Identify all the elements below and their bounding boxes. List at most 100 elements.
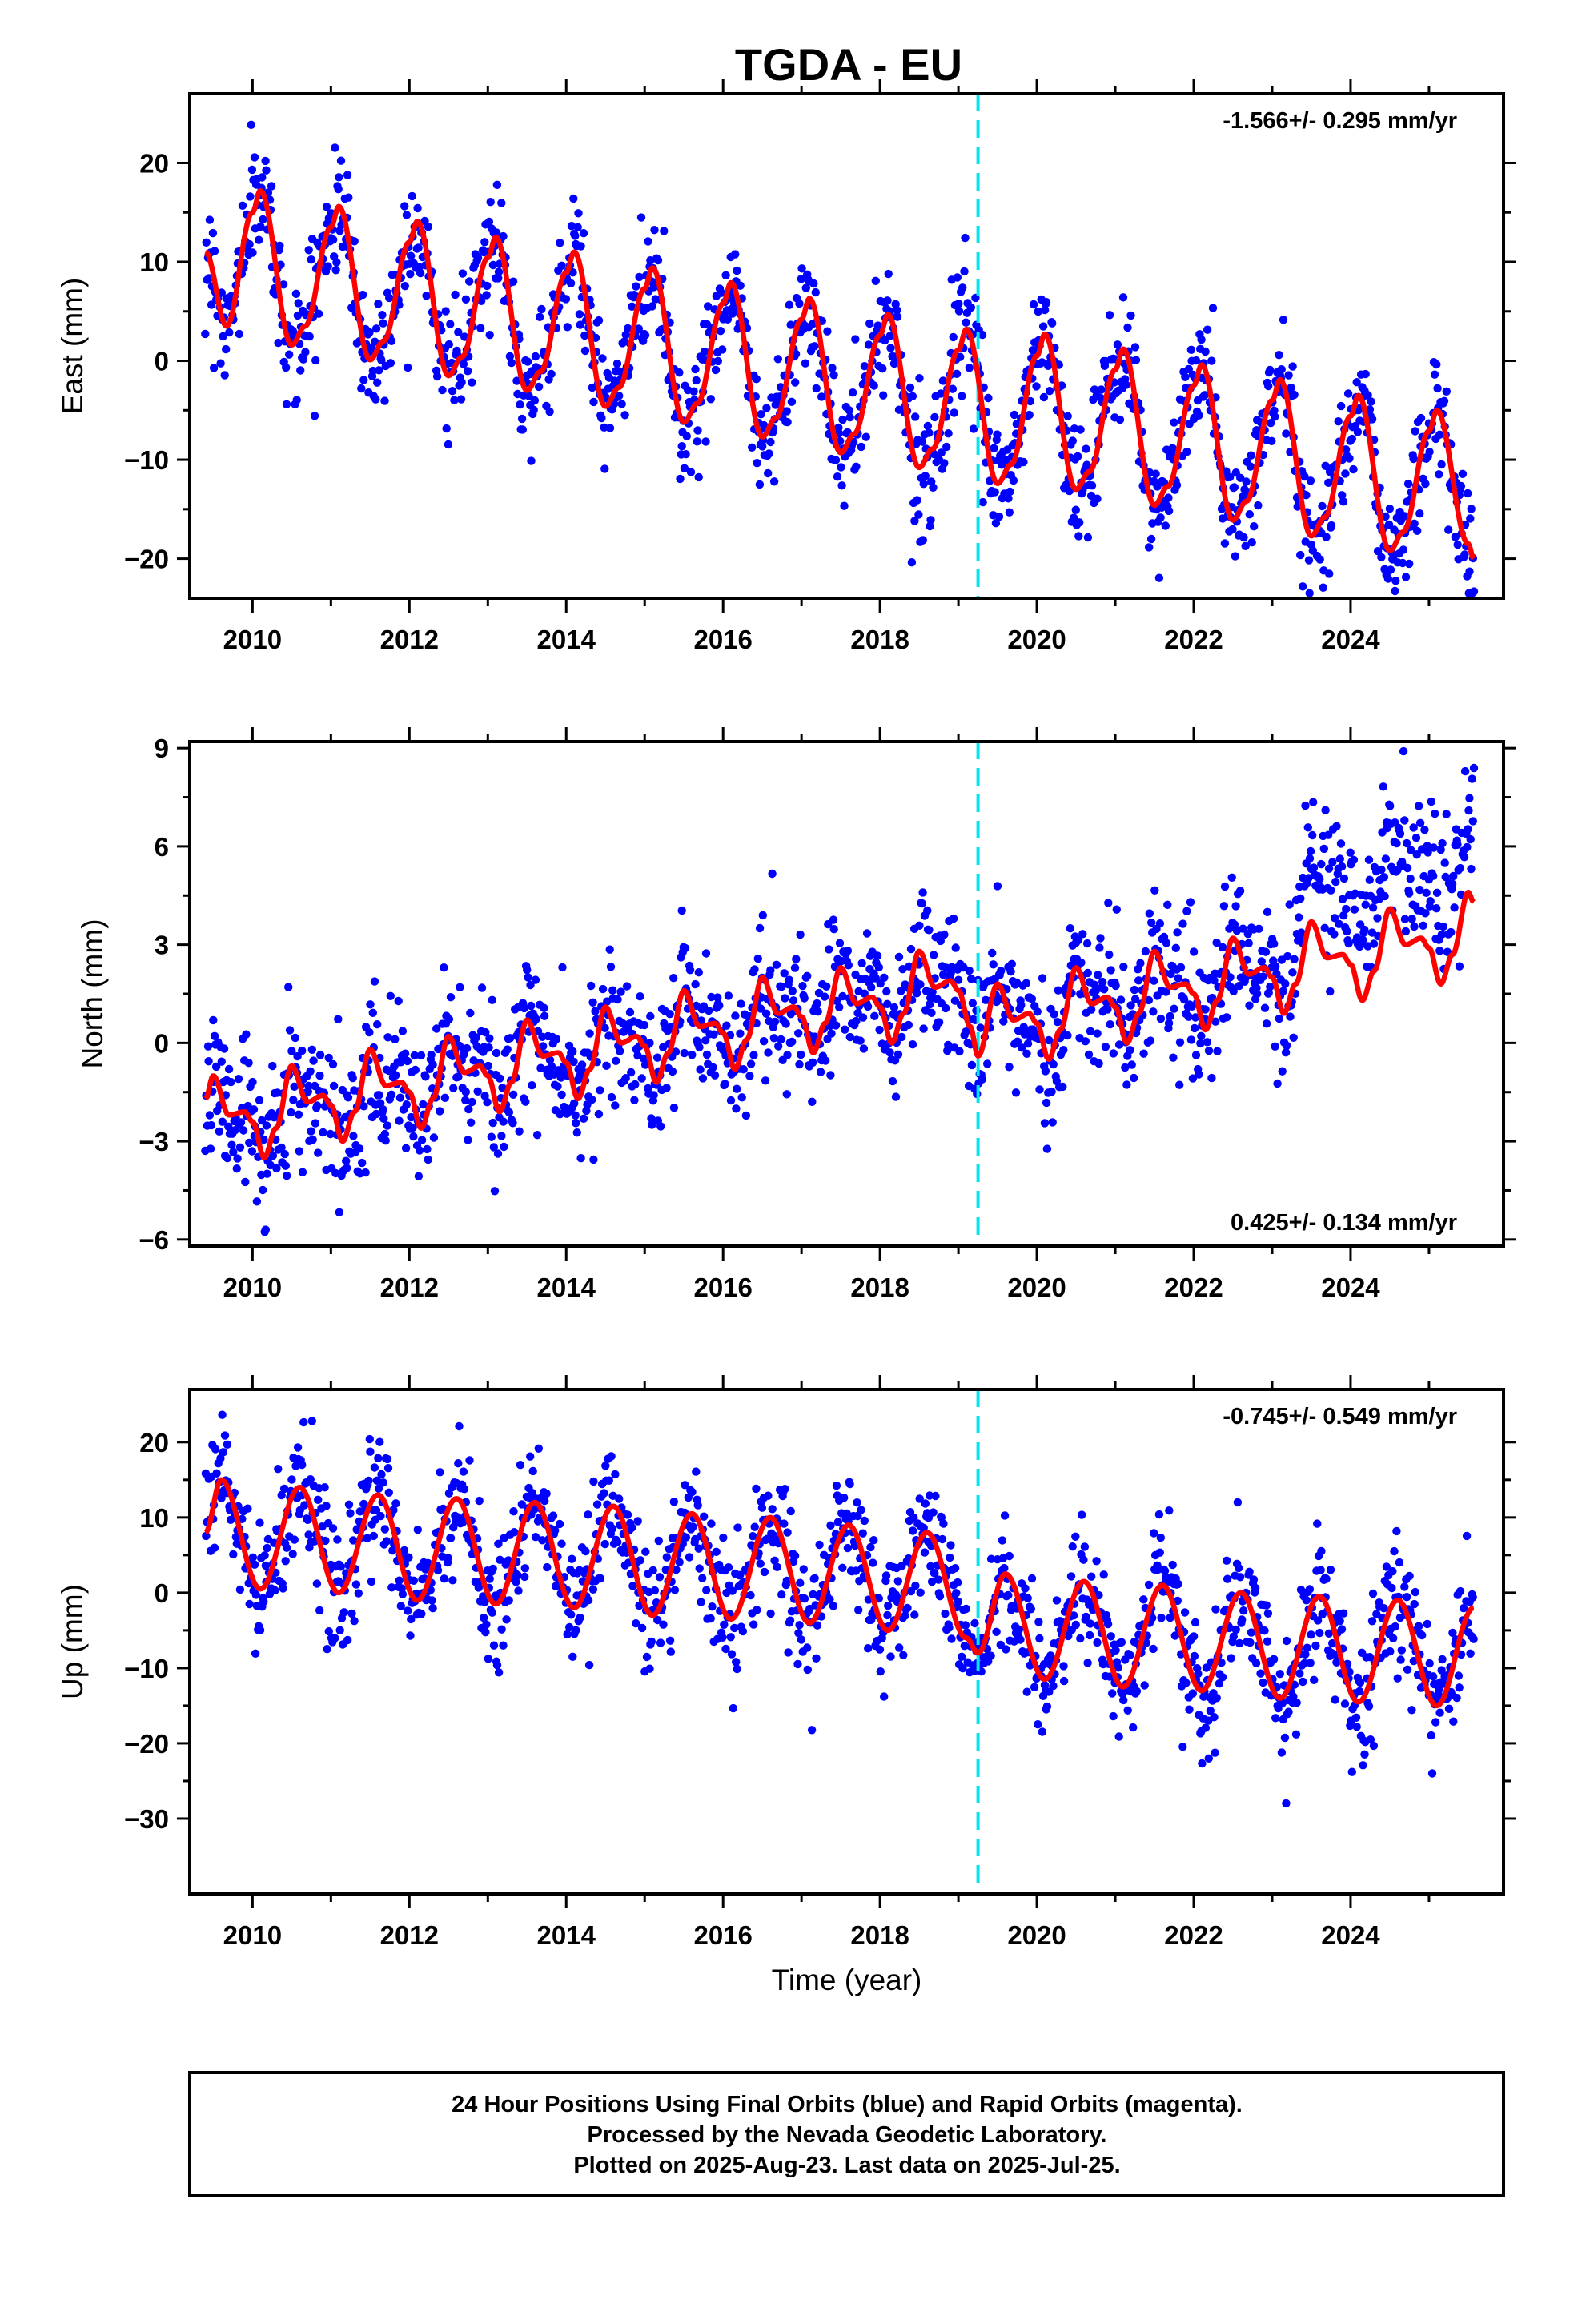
up-data-point [1233,1498,1243,1507]
north-data-point [1431,809,1439,818]
up-data-point [1071,1620,1081,1630]
east-data-point [1469,587,1479,596]
up-data-point [998,1536,1007,1545]
up-data-point [367,1577,376,1586]
east-data-point [446,320,455,328]
north-data-point [1086,1027,1095,1036]
east-data-point [557,261,566,270]
north-data-point [938,971,948,979]
east-data-point [893,306,901,315]
up-data-point [1392,1526,1401,1536]
north-data-point [1018,1043,1026,1052]
east-data-point [438,385,447,395]
up-data-point [662,1553,671,1562]
up-data-point [875,1645,885,1654]
up-data-point [1227,1654,1235,1663]
north-data-point [224,1122,233,1132]
footer-frame [188,2071,1505,2197]
east-data-point [486,198,495,207]
north-data-point [1381,854,1391,863]
up-y-tick-label: −30 [124,1804,169,1834]
east-data-point [262,166,271,175]
up-data-point [1414,1622,1423,1630]
up-data-point [1352,1723,1361,1731]
up-data-point [1331,1695,1339,1704]
up-data-point [693,1501,702,1510]
north-data-point [324,1053,333,1063]
north-data-point [1364,855,1374,864]
up-data-point [322,1502,331,1510]
up-data-point [1094,1590,1103,1600]
up-data-point [784,1648,793,1657]
east-data-point [849,388,857,397]
east-data-point [954,307,964,316]
east-data-point [634,324,643,333]
north-data-point [500,1142,508,1152]
north-data-point [1203,1038,1212,1047]
north-data-point [515,1127,524,1136]
north-data-point [1399,746,1408,756]
east-data-point [962,318,970,327]
up-data-point [1166,1613,1174,1622]
north-data-point [906,944,916,954]
east-data-point [783,417,792,427]
east-data-point [1090,385,1099,394]
up-data-point [1026,1605,1036,1614]
north-data-point [926,1000,934,1009]
up-data-point [433,1566,443,1575]
north-data-point [835,939,845,947]
north-data-point [268,1061,277,1071]
north-data-point [480,1092,489,1100]
x-axis-label: Time (year) [772,1964,922,1996]
east-data-point [245,239,254,249]
north-data-point [1368,903,1378,912]
north-data-point [1263,907,1272,917]
north-data-point [1432,888,1442,898]
north-data-point [283,1171,291,1180]
north-data-point [913,989,921,998]
east-data-point [717,288,726,297]
north-data-point [489,1143,498,1152]
north-data-point [386,991,395,1001]
north-data-point [781,1019,790,1028]
north-data-point [1176,963,1186,972]
up-data-point [1427,1731,1435,1740]
north-panel: 2010 2012 2014 2016 2018 2020 2022 2024−6−30369… [76,727,1516,1302]
east-data-point [915,374,924,383]
up-data-point [782,1576,791,1586]
north-data-point [820,992,829,1001]
north-daily-positions [201,746,1479,1236]
up-data-point [1066,1572,1076,1581]
north-data-point [1336,839,1346,848]
east-data-point [1164,506,1174,516]
east-data-point [1400,512,1409,521]
up-data-point [726,1633,735,1642]
east-data-point [884,269,893,279]
north-data-point [423,1144,432,1154]
up-data-point [484,1655,492,1663]
up-data-point [1302,1596,1311,1605]
east-data-point [1304,556,1314,565]
up-data-point [1360,1750,1369,1759]
north-data-point [1017,1001,1026,1010]
east-data-point [258,173,267,182]
up-data-point [1059,1676,1069,1686]
up-data-point [488,1608,496,1617]
north-data-point [774,1042,783,1051]
north-data-point [291,1033,299,1043]
east-data-point [1458,469,1468,478]
up-data-point [1076,1634,1085,1643]
north-data-point [1373,914,1382,923]
north-data-point [782,1090,791,1099]
up-data-point [1086,1630,1094,1640]
north-data-point [1095,943,1104,952]
north-data-point [792,955,801,963]
north-data-point [795,1059,804,1069]
east-data-point [857,442,865,452]
up-data-point [1292,1699,1301,1707]
up-data-point [1185,1705,1194,1714]
up-data-point [1386,1647,1395,1656]
north-data-point [1330,930,1339,939]
north-data-point [481,1027,490,1037]
east-data-point [444,340,453,349]
